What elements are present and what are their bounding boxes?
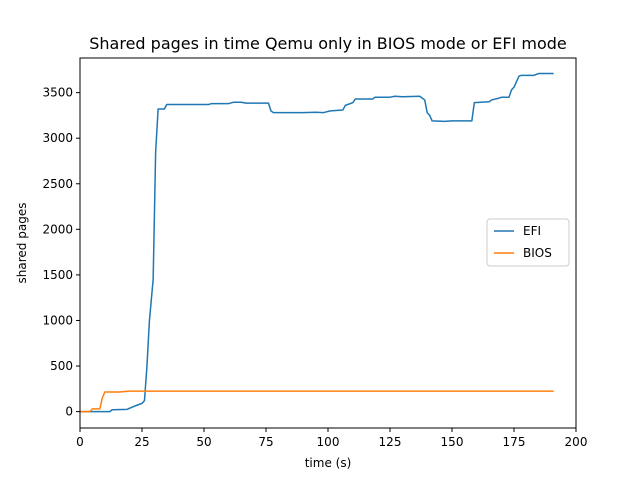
y-axis: 0 500 1000 1500 2000 2500 3000 3500 (42, 86, 80, 419)
x-tick-label: 150 (441, 435, 464, 449)
chart-title: Shared pages in time Qemu only in BIOS m… (89, 34, 567, 53)
y-tick-label: 2000 (42, 222, 73, 236)
series-line-efi (80, 72, 554, 413)
legend: EFI BIOS (486, 218, 570, 267)
x-tick-label: 50 (196, 435, 211, 449)
x-tick-label: 25 (134, 435, 149, 449)
series-line-bios (80, 390, 554, 413)
y-tick-label: 3000 (42, 131, 73, 145)
y-tick-label: 3500 (42, 86, 73, 100)
legend-label-efi: EFI (523, 224, 541, 238)
x-tick-label: 125 (379, 435, 402, 449)
legend-label-bios: BIOS (523, 246, 552, 260)
y-axis-label: shared pages (15, 203, 29, 284)
x-axis-label: time (s) (305, 456, 352, 470)
y-tick-label: 1000 (42, 313, 73, 327)
x-tick-label: 175 (503, 435, 526, 449)
y-tick-label: 0 (65, 405, 73, 419)
x-tick-label: 75 (258, 435, 273, 449)
y-tick-label: 1500 (42, 268, 73, 282)
x-tick-label: 100 (317, 435, 340, 449)
series-layer (80, 72, 554, 413)
x-tick-label: 200 (565, 435, 588, 449)
y-tick-label: 2500 (42, 177, 73, 191)
x-tick-label: 0 (76, 435, 84, 449)
x-axis: 0 25 50 75 100 125 150 175 200 (76, 428, 587, 449)
y-tick-label: 500 (50, 359, 73, 373)
